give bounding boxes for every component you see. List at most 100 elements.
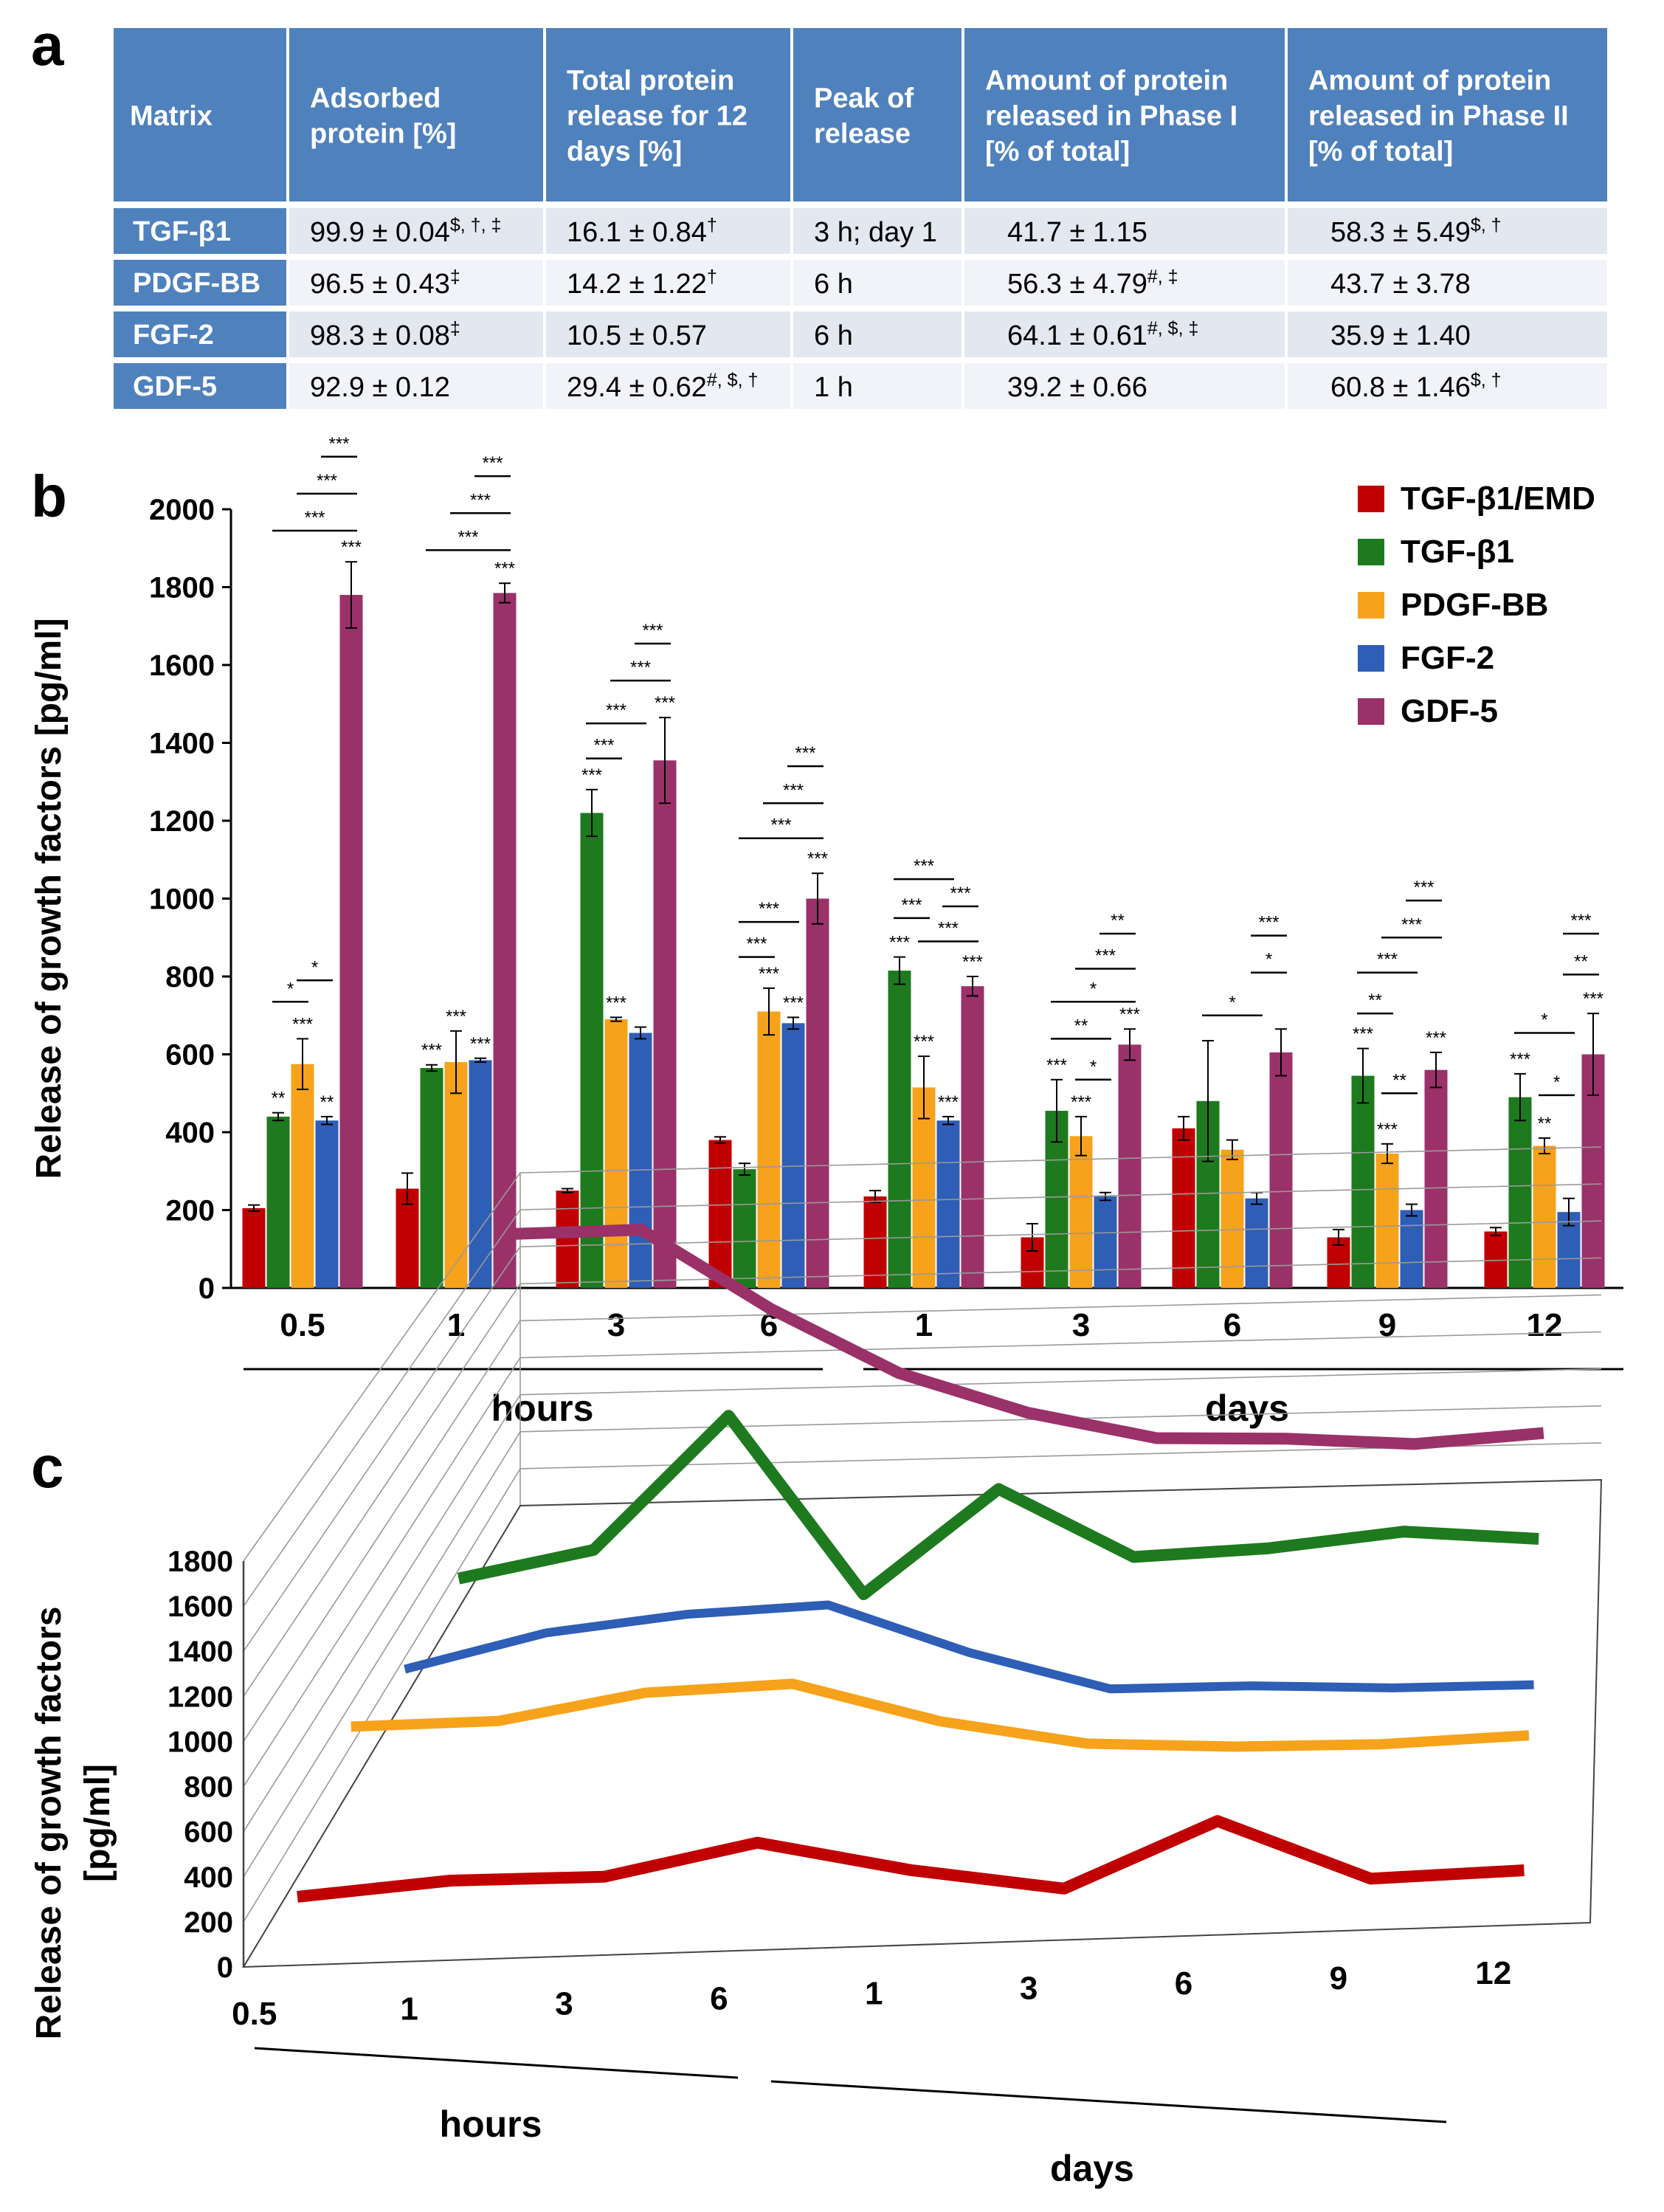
significance-bracket-label: *: [1229, 993, 1235, 1013]
bar: [291, 1064, 314, 1288]
y-tick-label: 0: [217, 1951, 233, 1984]
significance-label: ***: [889, 933, 910, 953]
bar: [396, 1188, 419, 1288]
significance-bracket-label: ***: [470, 490, 491, 510]
group-line: [254, 2047, 739, 2079]
table-cell: [289, 363, 543, 409]
table-header-text: [% of total]: [1308, 137, 1453, 168]
significance-bracket-label: ***: [1377, 950, 1398, 970]
x-tick-label: 9: [1378, 1307, 1396, 1343]
legend-swatch: [1358, 539, 1384, 565]
y-tick-label: 1400: [149, 728, 215, 760]
legend-label: GDF-5: [1401, 693, 1498, 729]
y-tick-label: 1800: [149, 572, 215, 604]
significance-bracket-label: ***: [759, 899, 779, 919]
significance-bracket-label: ***: [795, 743, 815, 763]
bar: [315, 1120, 339, 1288]
bar: [556, 1191, 579, 1288]
bar: [1245, 1198, 1268, 1288]
table-cell-value: 98.3 ± 0.08: [310, 320, 450, 351]
table-header-cell: [289, 28, 543, 201]
table-header-text: [% of total]: [985, 137, 1130, 168]
bar: [757, 1011, 781, 1288]
bar: [1172, 1128, 1195, 1288]
significance-label: ***: [1377, 1120, 1398, 1140]
significance-label: ***: [914, 1032, 934, 1052]
series-line: [512, 1224, 1544, 1450]
significance-label: ***: [655, 693, 675, 713]
y-tick-label: 1600: [149, 650, 215, 682]
significance-label: ***: [581, 765, 602, 785]
table-cell-value: 6 h: [814, 320, 853, 351]
bar: [444, 1062, 468, 1288]
legend-label: TGF-β1: [1401, 534, 1514, 570]
x-tick-label: 3: [1072, 1307, 1090, 1343]
significance-bracket-label: *: [1090, 979, 1097, 999]
significance-bracket-label: ***: [317, 471, 337, 491]
y-axis-label: Release of growth factors: [30, 1607, 69, 2040]
table-cell-text: 16.1 ± 0.84†: [567, 215, 717, 248]
table-header-text: protein [%]: [310, 119, 456, 150]
x-tick-label: 6: [710, 1981, 728, 2017]
x-tick-label: 3: [607, 1307, 625, 1343]
significance-label: ***: [421, 1041, 442, 1061]
table-cell-text: 3 h; day 1: [814, 217, 937, 248]
group-label: days: [1050, 2148, 1134, 2189]
summary-table: Matrix Adsorbed protein [%] Total protein re…: [114, 28, 1607, 409]
table-row-label: GDF-5: [133, 371, 217, 402]
x-tick-label: 1: [865, 1976, 883, 2012]
table-cell: [546, 260, 790, 306]
table-header-text: Total protein: [567, 66, 734, 97]
table-cell-superscript: †: [707, 215, 717, 235]
significance-bracket-label: *: [1090, 1057, 1097, 1077]
significance-bracket-label: **: [1368, 990, 1382, 1010]
table-header-text: Adsorbed: [310, 83, 441, 114]
significance-label: ***: [1510, 1050, 1530, 1069]
significance-bracket-label: **: [1111, 911, 1125, 931]
bar: [339, 595, 363, 1288]
table-cell-text: 96.5 ± 0.43‡: [310, 266, 460, 300]
table-cell-text: 29.4 ± 0.62#, $, †: [567, 370, 758, 403]
significance-label: ***: [341, 537, 362, 557]
bar: [1424, 1069, 1448, 1288]
y-tick-label: 800: [184, 1771, 233, 1804]
table-cell: [964, 260, 1285, 306]
group-line: [770, 2080, 1447, 2123]
bar: [242, 1207, 266, 1288]
bar: [1351, 1075, 1375, 1288]
x-tick-label: 1: [915, 1307, 933, 1343]
table-cell-value: 64.1 ± 0.61: [1007, 320, 1147, 351]
bar: [936, 1120, 960, 1288]
y-tick-label: 1400: [168, 1636, 233, 1668]
x-tick-label: 0.5: [280, 1307, 325, 1343]
legend-swatch: [1358, 645, 1384, 672]
table-cell-text: 99.9 ± 0.04$, †, ‡: [310, 215, 501, 248]
series-line: [297, 1815, 1525, 1903]
significance-label: ***: [606, 993, 626, 1013]
table-cell-value: 16.1 ± 0.84: [567, 217, 707, 248]
significance-label: ***: [807, 849, 828, 869]
bar: [806, 898, 829, 1288]
significance-label: ***: [470, 1034, 491, 1054]
table-cell-value: 39.2 ± 0.66: [1007, 372, 1147, 403]
table-cell-value: 58.3 ± 5.49: [1330, 217, 1471, 248]
table-cell: [793, 311, 962, 357]
table-cell: [964, 208, 1285, 254]
bar: [1069, 1136, 1093, 1288]
table-cell-text: 58.3 ± 5.49$, †: [1330, 215, 1502, 248]
table-cell-text: 1 h: [814, 372, 853, 403]
table-cell-value: 43.7 ± 3.78: [1330, 269, 1471, 300]
significance-bracket-label: ***: [606, 700, 626, 720]
table-row-label: TGF-β1: [133, 216, 231, 247]
table-cell-value: 35.9 ± 1.40: [1330, 320, 1471, 351]
significance-bracket-label: ***: [914, 856, 934, 876]
y-axis-label: Release of growth factors [pg/ml]: [30, 618, 69, 1179]
legend-swatch: [1358, 486, 1384, 512]
significance-bracket-label: *: [287, 979, 294, 999]
table-cell: [1288, 208, 1607, 254]
significance-label: ***: [1119, 1005, 1140, 1024]
significance-bracket-label: **: [1074, 1016, 1088, 1036]
significance-bracket-label: ***: [938, 919, 959, 939]
x-tick-label: 12: [1475, 1955, 1511, 1991]
